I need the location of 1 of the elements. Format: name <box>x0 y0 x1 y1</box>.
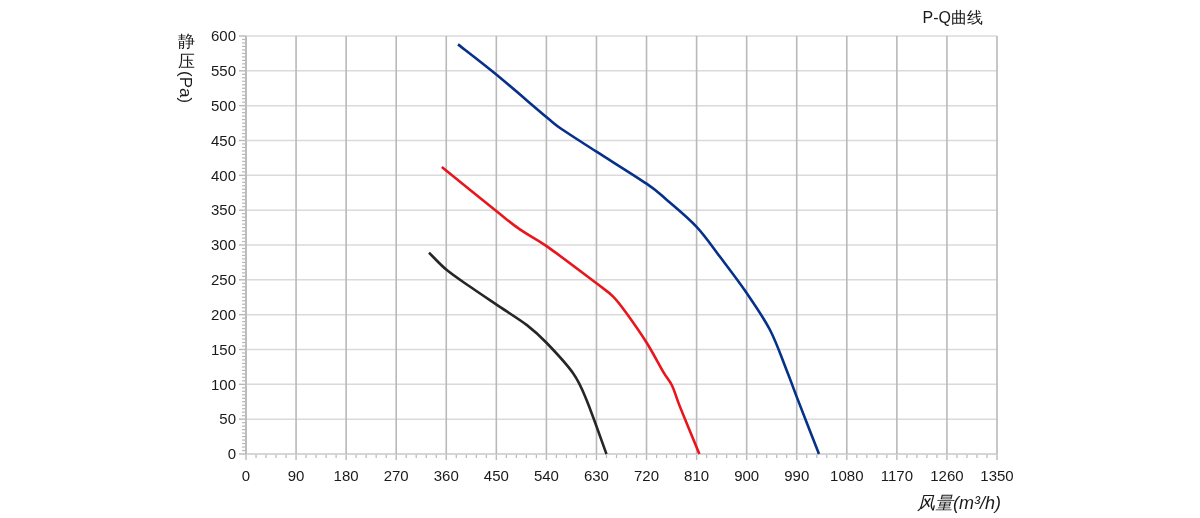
title: P-Q曲线 <box>922 9 983 26</box>
